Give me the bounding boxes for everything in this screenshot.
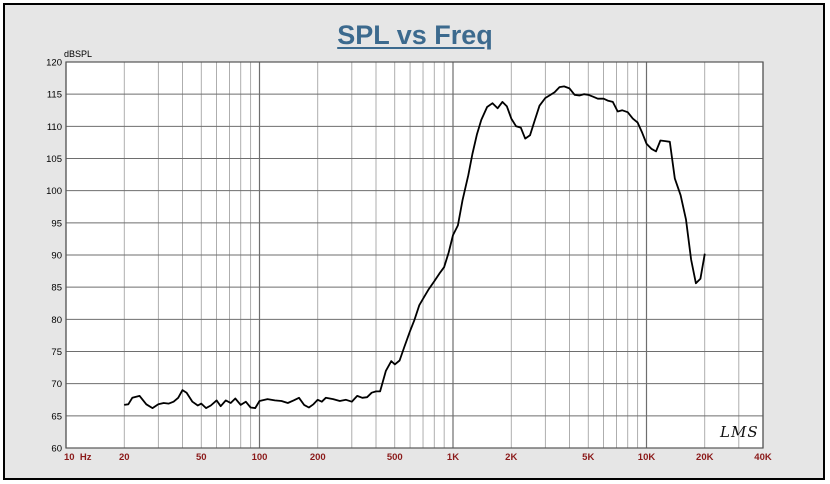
x-tick-label: 10K	[638, 452, 656, 463]
y-axis-label: dBSPL	[64, 49, 92, 59]
x-tick-label: 20K	[696, 452, 714, 463]
y-tick-label: 95	[51, 218, 62, 229]
x-tick-label: 10 Hz	[64, 452, 92, 463]
y-tick-label: 115	[47, 90, 62, 101]
x-tick-label: 500	[387, 452, 403, 463]
x-tick-label: 200	[310, 452, 326, 463]
y-tick-label: 120	[46, 58, 62, 69]
y-tick-label: 75	[51, 347, 62, 358]
y-tick-label: 65	[51, 411, 62, 422]
y-tick-label: 110	[47, 122, 62, 133]
x-tick-label: 20	[119, 452, 130, 463]
y-tick-label: 85	[51, 283, 62, 294]
y-tick-label: 105	[46, 154, 62, 165]
x-tick-label: 100	[252, 452, 268, 463]
y-tick-label: 70	[51, 379, 62, 390]
y-tick-label: 100	[46, 186, 62, 197]
x-tick-label: 2K	[505, 452, 517, 463]
y-tick-label: 60	[51, 444, 62, 455]
y-tick-label: 90	[51, 251, 62, 262]
x-tick-label: 50	[196, 452, 207, 463]
x-tick-label: 5K	[582, 452, 594, 463]
plot-border	[65, 61, 764, 449]
signature-mark: LMS	[720, 423, 759, 441]
x-tick-label: 40K	[754, 452, 772, 463]
x-tick-label: 1K	[447, 452, 459, 463]
chart-title: SPL vs Freq	[337, 20, 493, 50]
spl-curve	[124, 85, 706, 410]
y-tick-label: 80	[51, 315, 62, 326]
